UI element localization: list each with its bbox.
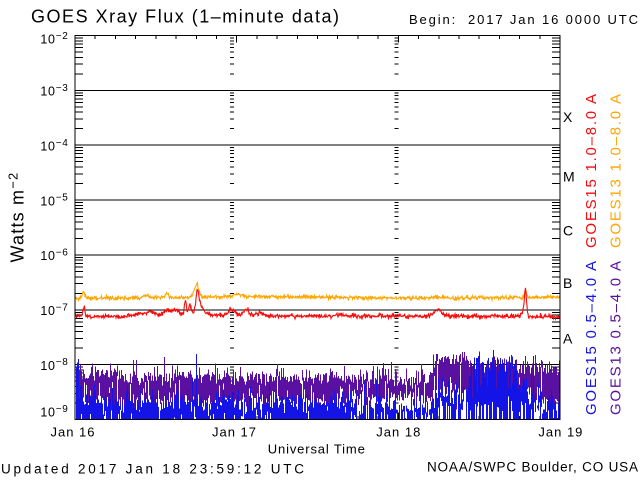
svg-text:Updated 2017 Jan 18 23:59:12 U: Updated 2017 Jan 18 23:59:12 UTC: [1, 462, 304, 477]
svg-text:NOAA/SWPC Boulder, CO USA: NOAA/SWPC Boulder, CO USA: [427, 460, 638, 475]
svg-text:A: A: [563, 331, 573, 347]
svg-text:Jan 16: Jan 16: [51, 425, 95, 440]
svg-text:GOES15 0.5–4.0 A: GOES15 0.5–4.0 A: [583, 261, 600, 415]
svg-text:GOES13 1.0–8.0 A: GOES13 1.0–8.0 A: [608, 94, 625, 248]
svg-text:GOES13 0.5–4.0 A: GOES13 0.5–4.0 A: [608, 261, 625, 415]
svg-text:Jan 17: Jan 17: [212, 425, 256, 440]
svg-text:X: X: [563, 109, 573, 125]
svg-text:Watts m−2: Watts m−2: [6, 172, 28, 263]
svg-text:GOES15 1.0–8.0 A: GOES15 1.0–8.0 A: [583, 94, 600, 248]
svg-text:B: B: [563, 275, 572, 291]
svg-text:Universal Time: Universal Time: [268, 442, 365, 457]
svg-text:GOES Xray Flux (1–minute data): GOES Xray Flux (1–minute data): [31, 7, 339, 27]
svg-text:M: M: [563, 169, 575, 185]
svg-text:Jan 18: Jan 18: [376, 425, 420, 440]
svg-text:Jan 19: Jan 19: [538, 425, 582, 440]
svg-text:C: C: [563, 223, 573, 239]
svg-text:Begin: 2017 Jan 16 0000 UTC: Begin: 2017 Jan 16 0000 UTC: [409, 12, 638, 27]
